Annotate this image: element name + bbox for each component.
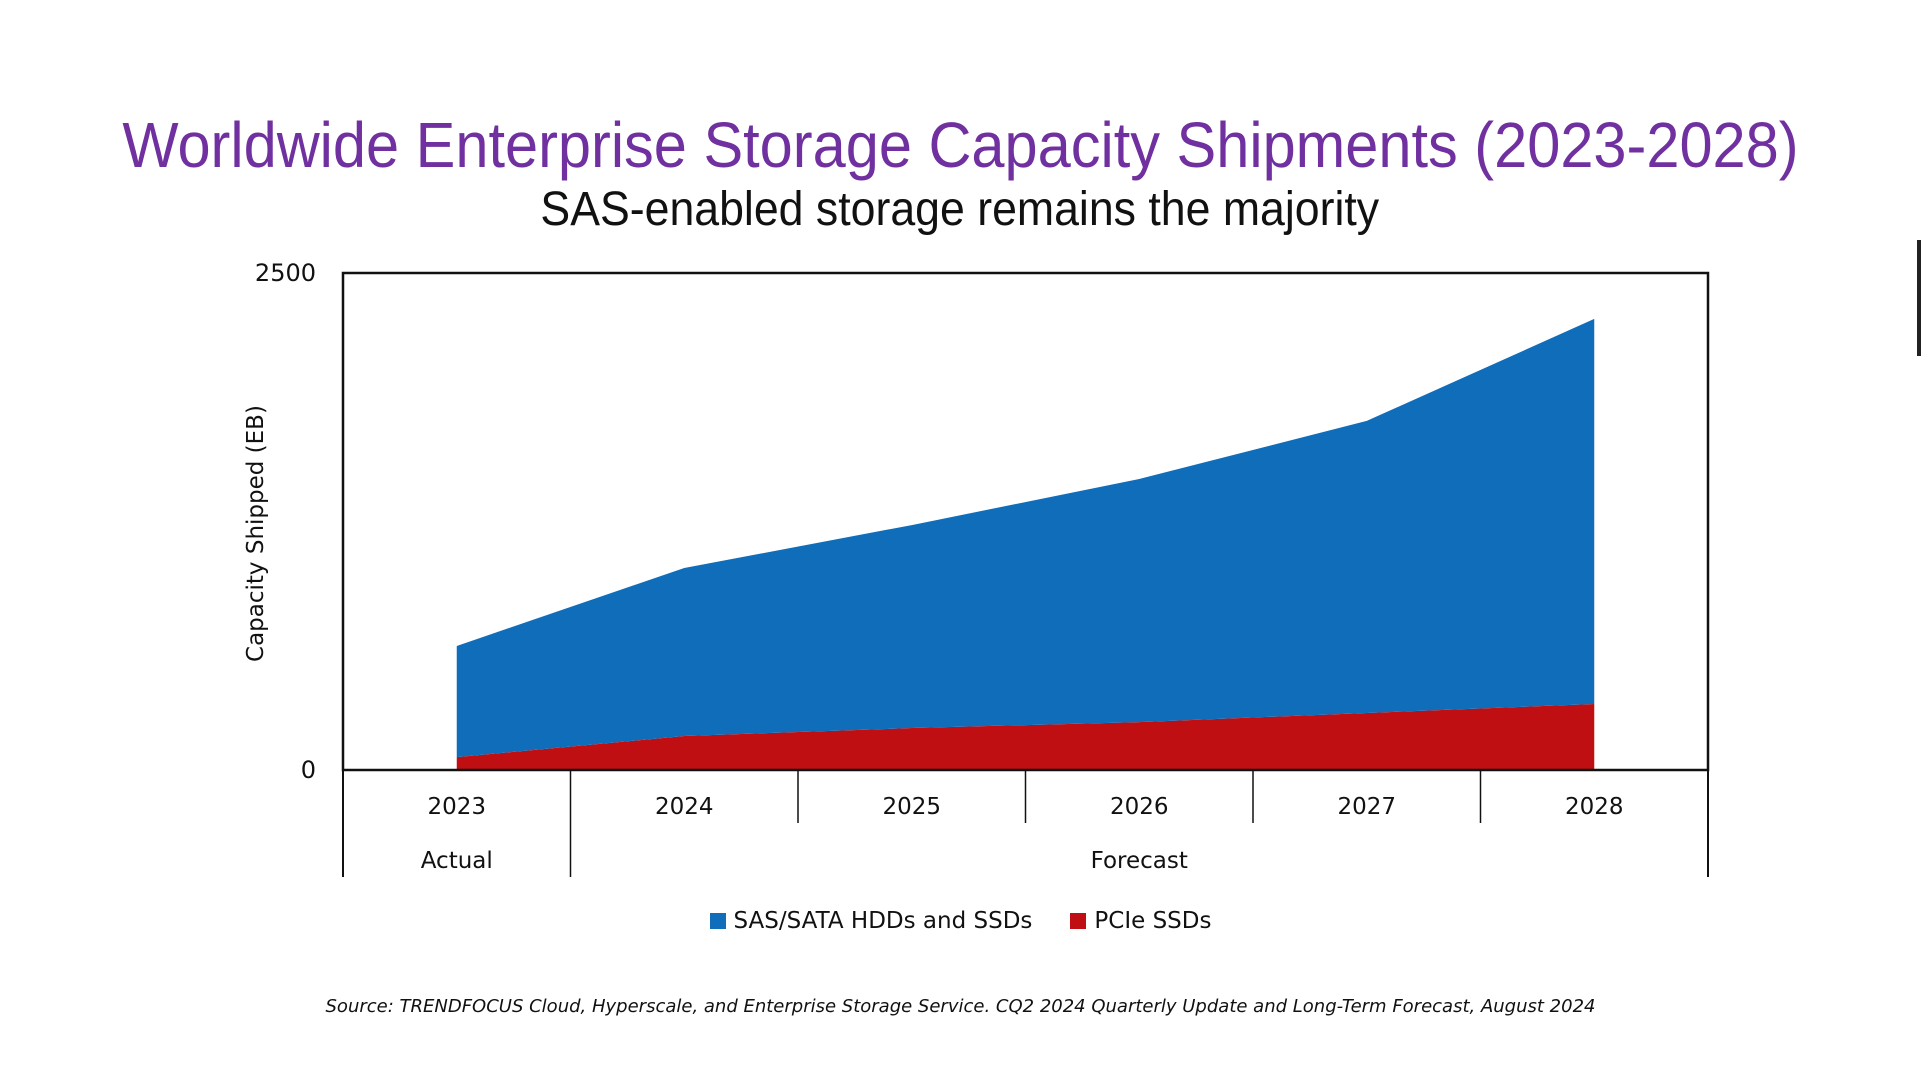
x-tick-label: 2024 <box>655 794 714 820</box>
legend-swatch-pcie <box>1070 913 1087 929</box>
legend-swatch-sas <box>709 913 726 929</box>
x-tick-label: 2027 <box>1337 794 1396 820</box>
legend-item-pcie: PCIe SSDs <box>1070 908 1211 934</box>
y-axis-label: Capacity Shipped (EB) <box>243 405 269 662</box>
y-tick-label-max: 2500 <box>255 259 316 287</box>
x-group-label: Forecast <box>1091 848 1188 874</box>
legend-label-pcie: PCIe SSDs <box>1094 908 1212 934</box>
legend: SAS/SATA HDDs and SSDs PCIe SSDs <box>0 908 1921 934</box>
x-tick-label: 2028 <box>1565 794 1624 820</box>
x-tick-label: 2025 <box>882 794 941 820</box>
x-tick-label: 2026 <box>1110 794 1169 820</box>
source-note: Source: TRENDFOCUS Cloud, Hyperscale, an… <box>325 996 1596 1017</box>
legend-label-sas: SAS/SATA HDDs and SSDs <box>733 908 1033 934</box>
x-group-label: Actual <box>421 848 493 874</box>
area-series-group <box>456 318 1595 770</box>
x-axis-group: 2023 2024 2025 2026 2027 2028 Actual Forecast <box>342 770 1709 877</box>
area-series-sas-sata <box>456 318 1595 758</box>
x-tick-label: 2023 <box>427 794 486 820</box>
y-tick-label-zero: 0 <box>301 756 316 784</box>
chart-subtitle: SAS-enabled storage remains the majority <box>540 183 1380 236</box>
chart-title: Worldwide Enterprise Storage Capacity Sh… <box>122 109 1799 181</box>
area-series-pcie-ssds <box>456 703 1595 770</box>
legend-item-sas: SAS/SATA HDDs and SSDs <box>709 908 1033 934</box>
cropped-edge-element <box>1917 240 1921 356</box>
